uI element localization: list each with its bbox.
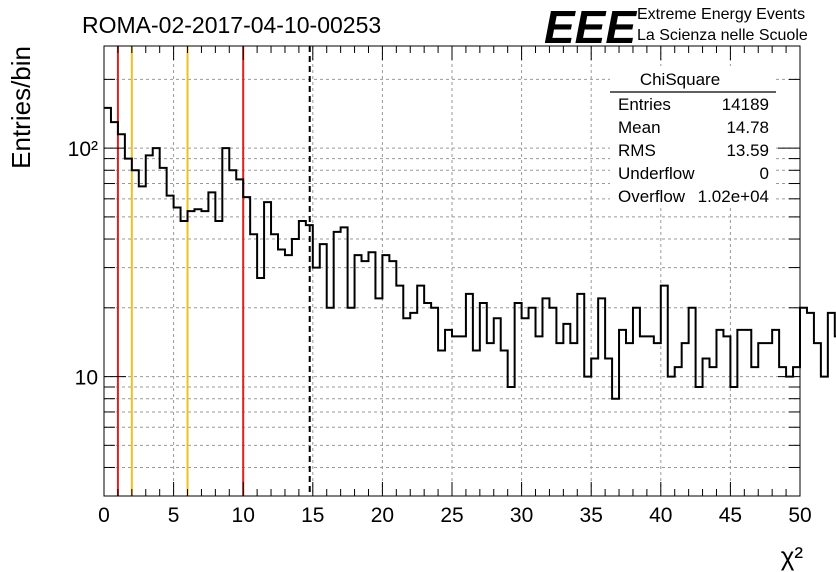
y-tick-label: 10² (68, 138, 98, 161)
stats-value: 0 (760, 164, 769, 183)
stats-value: 14189 (722, 95, 769, 114)
stats-label: Underflow (618, 164, 695, 183)
x-tick-label: 5 (168, 504, 180, 527)
x-tick-label: 45 (719, 504, 742, 527)
logo-line1: Extreme Energy Events (637, 6, 805, 23)
y-tick-labels: 10² 10 (68, 138, 98, 389)
stats-value: 13.59 (726, 141, 769, 160)
x-tick-label: 15 (301, 504, 324, 527)
y-tick-label: 10 (75, 367, 98, 390)
x-tick-label: 50 (788, 504, 811, 527)
logo-mark: EEE (544, 1, 637, 53)
stats-rows: Entries 14189 Mean 14.78 RMS 13.59 Underflow 0 O… (618, 95, 769, 206)
stats-value: 14.78 (726, 118, 769, 137)
x-tick-label: 10 (232, 504, 255, 527)
stats-value: 1.02e+04 (698, 187, 769, 206)
stats-label: Entries (618, 95, 671, 114)
chart-title: ROMA-02-2017-04-10-00253 (82, 12, 381, 38)
stats-box-background (610, 66, 776, 206)
y-axis-label: Entries/bin (6, 46, 36, 169)
logo-line2: La Scienza nelle Scuole (637, 27, 808, 44)
axis-ticks (103, 46, 801, 497)
x-tick-label: 0 (98, 504, 110, 527)
x-axis-label: χ² (781, 541, 804, 571)
stats-name: ChiSquare (640, 70, 720, 89)
stats-box: ChiSquare Entries 14189 Mean 14.78 RMS 13.59 U… (610, 66, 776, 206)
stats-label: Mean (618, 118, 661, 137)
x-tick-label: 20 (371, 504, 394, 527)
x-tick-label: 30 (510, 504, 533, 527)
x-tick-labels: 0 5 10 15 20 25 30 35 40 45 50 (98, 504, 812, 527)
x-tick-label: 35 (580, 504, 603, 527)
x-tick-label: 40 (649, 504, 672, 527)
stats-label: RMS (618, 141, 656, 160)
histogram-series (104, 106, 836, 400)
grid (104, 46, 800, 497)
x-tick-label: 25 (440, 504, 463, 527)
reference-lines (116, 46, 311, 496)
eee-logo: EEE Extreme Energy Events La Scienza nel… (544, 1, 808, 53)
stats-label: Overflow (618, 187, 686, 206)
